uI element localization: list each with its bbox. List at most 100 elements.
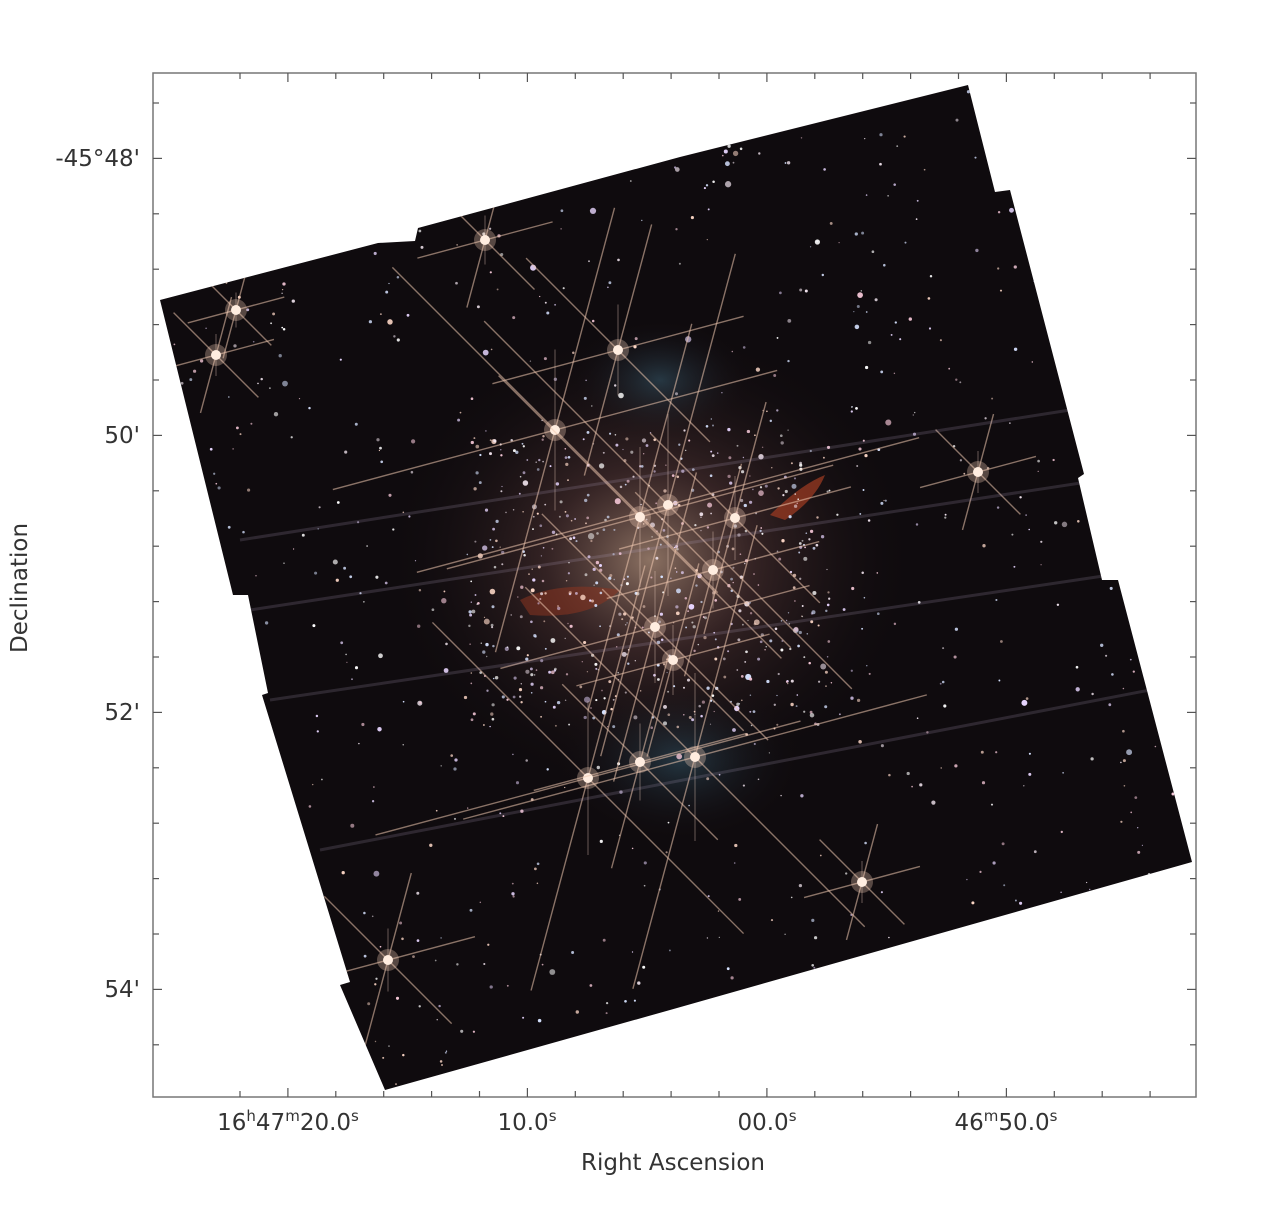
star <box>915 523 919 526</box>
star <box>518 688 523 692</box>
star <box>242 530 245 534</box>
star <box>693 710 696 713</box>
star <box>698 704 701 708</box>
star <box>491 717 495 721</box>
star <box>179 702 181 704</box>
star <box>963 472 966 475</box>
star <box>525 657 529 661</box>
star <box>804 546 807 549</box>
star <box>250 422 253 425</box>
star <box>744 660 747 663</box>
star <box>675 605 679 609</box>
star <box>529 667 533 671</box>
star <box>636 1026 640 1030</box>
star <box>769 419 773 423</box>
star <box>595 560 600 565</box>
star <box>1069 307 1074 312</box>
star <box>483 616 486 619</box>
star <box>590 599 595 603</box>
star <box>868 672 871 675</box>
star <box>624 483 627 486</box>
star <box>281 292 283 294</box>
star <box>485 655 488 658</box>
star-core <box>231 305 241 315</box>
star <box>317 528 319 530</box>
star <box>554 303 557 306</box>
star <box>707 208 710 211</box>
star <box>1085 881 1088 884</box>
star <box>863 596 866 599</box>
star <box>681 1040 683 1043</box>
star <box>435 809 438 812</box>
star <box>723 675 727 679</box>
star <box>602 451 605 454</box>
star <box>764 484 768 488</box>
star <box>899 338 902 341</box>
star <box>1131 544 1135 548</box>
star <box>538 176 542 180</box>
star <box>583 715 587 720</box>
star <box>246 308 250 312</box>
star <box>724 161 730 167</box>
star <box>203 655 205 657</box>
star <box>530 620 533 624</box>
star <box>591 405 593 407</box>
star <box>633 90 636 93</box>
star <box>533 633 537 638</box>
star <box>909 946 913 950</box>
star <box>676 725 680 729</box>
star <box>809 246 812 248</box>
star-halo <box>724 507 746 529</box>
star <box>811 918 815 923</box>
star <box>674 392 679 396</box>
star <box>474 594 477 596</box>
star <box>392 528 395 531</box>
star <box>975 248 979 253</box>
star <box>281 288 284 291</box>
star <box>819 854 822 857</box>
star <box>826 655 829 658</box>
star <box>1187 656 1190 659</box>
star <box>995 751 998 754</box>
star <box>814 936 818 940</box>
star <box>532 528 534 531</box>
star <box>457 418 461 422</box>
star <box>501 563 504 566</box>
star <box>440 765 442 767</box>
star <box>651 536 653 538</box>
star <box>328 945 330 948</box>
star <box>738 703 741 705</box>
star <box>728 456 732 460</box>
star <box>798 883 803 888</box>
star <box>521 442 524 445</box>
star <box>1013 265 1017 269</box>
star <box>817 624 820 627</box>
star <box>1123 1014 1126 1017</box>
star <box>585 522 587 525</box>
star <box>812 546 816 550</box>
star <box>656 640 661 645</box>
star <box>269 387 271 389</box>
star <box>536 862 540 866</box>
star <box>441 598 447 604</box>
star <box>476 603 479 605</box>
star <box>387 319 393 325</box>
star <box>172 291 175 293</box>
star <box>176 735 179 738</box>
star <box>803 710 806 713</box>
star <box>606 1032 610 1035</box>
star <box>233 88 237 92</box>
star <box>614 83 616 85</box>
star <box>569 624 573 628</box>
star-halo <box>629 751 651 773</box>
star <box>385 290 389 294</box>
star <box>565 462 569 467</box>
star <box>797 498 800 501</box>
star <box>752 488 754 491</box>
star <box>804 289 808 293</box>
star <box>213 472 216 475</box>
star <box>410 470 414 474</box>
star <box>707 502 713 508</box>
star <box>416 891 420 895</box>
star <box>676 547 679 551</box>
